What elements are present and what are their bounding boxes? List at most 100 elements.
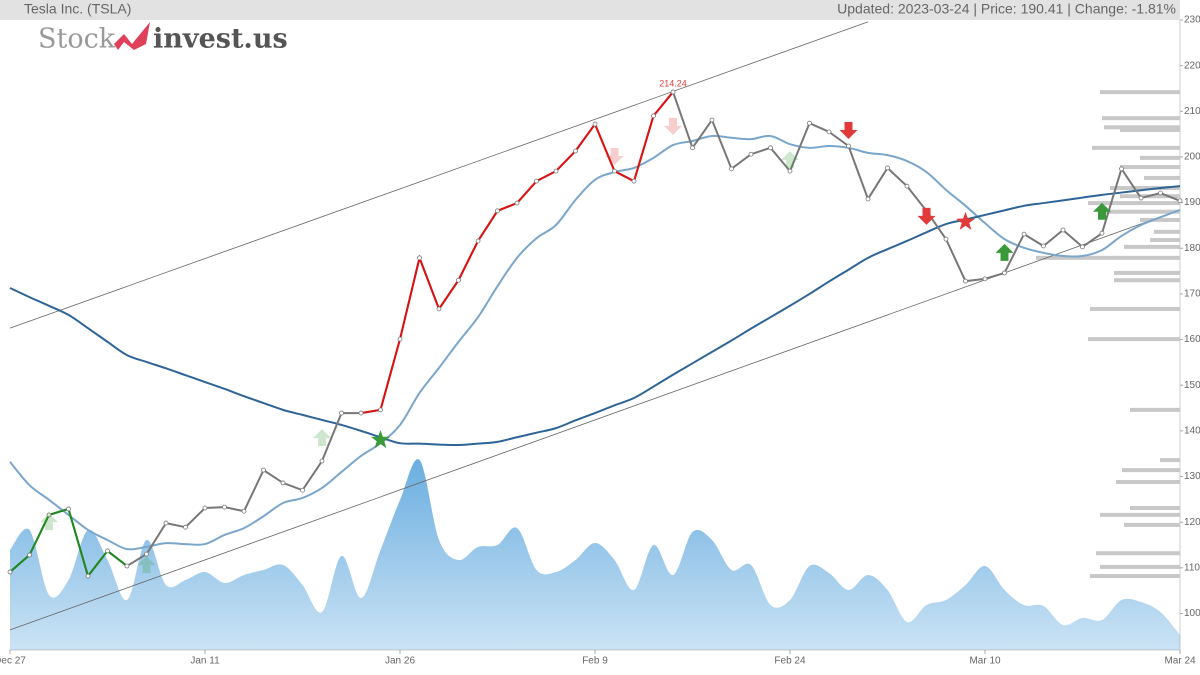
price-point (670, 89, 676, 95)
price-point (885, 165, 890, 171)
price-point (1138, 195, 1144, 201)
y-tick-label: 100 (1184, 608, 1200, 619)
volume-profile-bar (1124, 244, 1180, 249)
volume-profile-bar (1140, 155, 1180, 160)
y-tick-label: 170 (1184, 289, 1200, 300)
y-tick-label: 110 (1184, 562, 1200, 573)
price-point (46, 512, 52, 518)
y-tick-label: 230 (1184, 15, 1200, 26)
volume-profile-bar (1088, 201, 1180, 206)
price-point (241, 508, 247, 514)
price-point (378, 407, 383, 413)
price-point (1158, 190, 1163, 196)
moving-average (9, 185, 1181, 447)
price-point (1080, 244, 1085, 250)
volume-profile-bar (1150, 238, 1180, 243)
price-point (846, 143, 851, 149)
price-point (748, 151, 754, 157)
price-point (943, 236, 949, 242)
price-point (690, 145, 695, 151)
signal-sell (605, 148, 624, 166)
price-point (183, 524, 188, 530)
price-point (963, 278, 968, 284)
price-point (1119, 166, 1124, 172)
logo: Stock invest.us (38, 22, 288, 55)
price-point (904, 183, 910, 189)
price-point (612, 168, 617, 174)
y-tick-label: 210 (1184, 106, 1200, 117)
price-point (709, 117, 715, 123)
price-point (339, 410, 344, 416)
price-point (592, 121, 598, 127)
signal-sell (664, 117, 682, 135)
x-tick-label: Mar 24 (1164, 656, 1196, 667)
volume-profile-bar (1090, 574, 1180, 579)
price-point (300, 487, 305, 493)
price-point (456, 277, 461, 283)
y-tick-label: 190 (1184, 197, 1200, 208)
logo-text: invest.us (153, 24, 288, 55)
header-bar (0, 0, 1180, 20)
trend-line (9, 21, 869, 329)
price-point (534, 178, 539, 184)
x-tick-label: Dec 27 (0, 656, 26, 667)
x-tick-label: Feb 24 (774, 656, 806, 667)
volume-profile-bar (1088, 337, 1180, 342)
volume-profile-bar (1090, 306, 1180, 311)
y-tick-label: 150 (1184, 380, 1200, 391)
price-point (475, 238, 481, 244)
price-point (1177, 198, 1183, 204)
x-tick-label: Feb 9 (582, 656, 608, 667)
volume-profile-bar (1144, 175, 1180, 180)
y-tick-label: 160 (1184, 334, 1200, 345)
signal-buy (995, 243, 1014, 261)
volume-profile-bar (1096, 551, 1180, 556)
signal-buy (370, 430, 391, 449)
price-point (124, 563, 130, 569)
price-point (514, 200, 520, 206)
price-point (573, 148, 578, 154)
logo-mark (114, 22, 150, 50)
price-point (417, 255, 422, 261)
volume-profile-bar (1124, 522, 1180, 527)
price-point (1060, 227, 1066, 233)
price-trend-segment (360, 91, 674, 415)
price-point (397, 336, 403, 342)
price-point (222, 504, 227, 510)
price-point (865, 196, 871, 202)
price-point (651, 113, 656, 119)
price-point (787, 168, 793, 174)
chart-subtitle: Updated: 2023-03-24 | Price: 190.41 | Ch… (837, 1, 1176, 17)
price-point (319, 458, 325, 464)
price-point (358, 410, 364, 416)
price-point (7, 569, 13, 575)
logo-text: Stock (38, 24, 116, 55)
signal-buy (781, 151, 799, 169)
volume-profile-bar (1130, 506, 1180, 511)
volume-profile-bar (1114, 278, 1180, 283)
volume-area (10, 459, 1180, 650)
price-point (982, 276, 988, 282)
price-point (495, 208, 500, 214)
price-point (163, 520, 169, 526)
signal-buy (40, 513, 58, 531)
volume-profile-bar (1120, 128, 1180, 133)
signal-sell (955, 211, 976, 230)
volume-profile-bar (1036, 255, 1180, 260)
y-tick-label: 200 (1184, 152, 1200, 163)
price-point (66, 506, 71, 512)
price-point (826, 129, 832, 135)
signal-buy (313, 429, 331, 447)
x-tick-label: Mar 10 (969, 656, 1001, 667)
volume-profile-bar (1104, 209, 1180, 214)
price-point (85, 573, 91, 579)
price-point (27, 552, 32, 558)
chart-title: Tesla Inc. (TSLA) (24, 1, 131, 17)
price-point (768, 145, 773, 151)
price-point (280, 480, 286, 486)
price-point (144, 551, 149, 557)
price-point (261, 467, 266, 473)
signal-sell (839, 122, 858, 140)
signal-buy (1093, 202, 1111, 220)
